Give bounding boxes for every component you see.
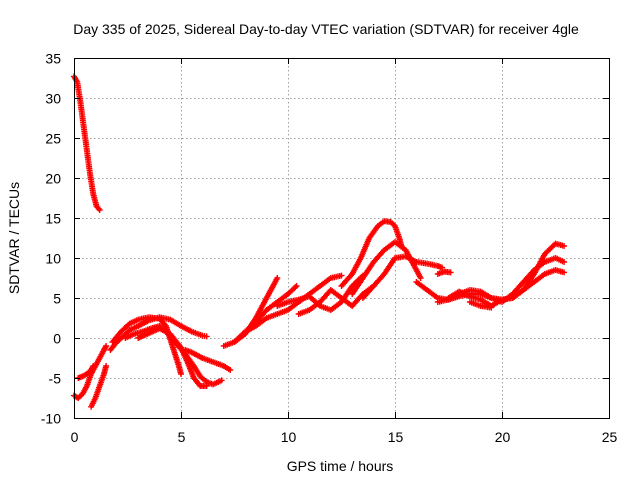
data-point <box>292 284 299 291</box>
y-tick-label: 5 <box>53 291 61 307</box>
y-tick-label: 15 <box>45 211 61 227</box>
series-track-9 <box>182 347 234 373</box>
x-tick-label: 0 <box>71 429 79 445</box>
data-point <box>96 207 103 213</box>
series-track-18 <box>413 240 568 303</box>
tick-labels: 0 5 10 15 20 25 -10 -5 0 5 10 15 20 25 30 35 <box>41 51 618 446</box>
data-point <box>274 275 281 281</box>
series-track-21 <box>434 268 454 277</box>
data-point <box>293 283 300 289</box>
series-track-4 <box>88 363 110 410</box>
series-group <box>71 73 568 410</box>
y-tick-label: 30 <box>45 91 61 107</box>
data-point <box>417 275 424 281</box>
series-track-10 <box>220 275 281 349</box>
series-line <box>415 242 566 301</box>
x-tick-label: 25 <box>602 429 618 445</box>
x-axis-label: GPS time / hours <box>287 458 394 474</box>
x-tick-label: 5 <box>178 429 186 445</box>
data-point <box>218 377 225 384</box>
data-point <box>338 272 345 279</box>
data-point <box>447 269 454 276</box>
data-point <box>488 304 495 311</box>
series-track-14 <box>295 283 377 317</box>
data-point <box>90 363 97 369</box>
y-tick-label: 20 <box>45 171 61 187</box>
series-track-7 <box>122 323 225 388</box>
y-tick-label: 25 <box>45 131 61 147</box>
series-track-11 <box>231 283 300 345</box>
data-point <box>561 259 568 265</box>
series-track-19 <box>434 255 568 305</box>
series-track-22 <box>466 299 495 311</box>
data-point <box>103 363 110 369</box>
series-track-17 <box>359 253 446 301</box>
series-track-15 <box>338 218 405 289</box>
y-tick-label: 0 <box>53 331 61 347</box>
data-point <box>227 367 234 373</box>
series-track-8 <box>135 325 210 389</box>
data-point <box>103 343 110 349</box>
y-tick-label: -10 <box>41 411 61 427</box>
axis-ticks <box>74 58 610 419</box>
series-track-1 <box>71 73 103 213</box>
data-point <box>561 269 568 276</box>
plot-frame <box>74 58 610 419</box>
series-track-20 <box>445 267 568 309</box>
grid <box>74 58 609 418</box>
series-track-3 <box>75 363 97 381</box>
data-point <box>561 243 568 249</box>
x-tick-label: 15 <box>388 429 404 445</box>
y-tick-label: 35 <box>45 51 61 67</box>
y-tick-label: -5 <box>49 371 62 387</box>
data-point <box>178 371 184 377</box>
x-tick-label: 10 <box>281 429 297 445</box>
data-point <box>203 383 210 389</box>
chart-title: Day 335 of 2025, Sidereal Day-to-day VTE… <box>73 21 579 37</box>
series-track-2 <box>71 343 110 401</box>
y-axis-label: SDTVAR / TECUs <box>6 182 22 294</box>
data-point <box>203 333 210 340</box>
x-tick-label: 20 <box>495 429 511 445</box>
y-tick-label: 10 <box>45 251 61 267</box>
